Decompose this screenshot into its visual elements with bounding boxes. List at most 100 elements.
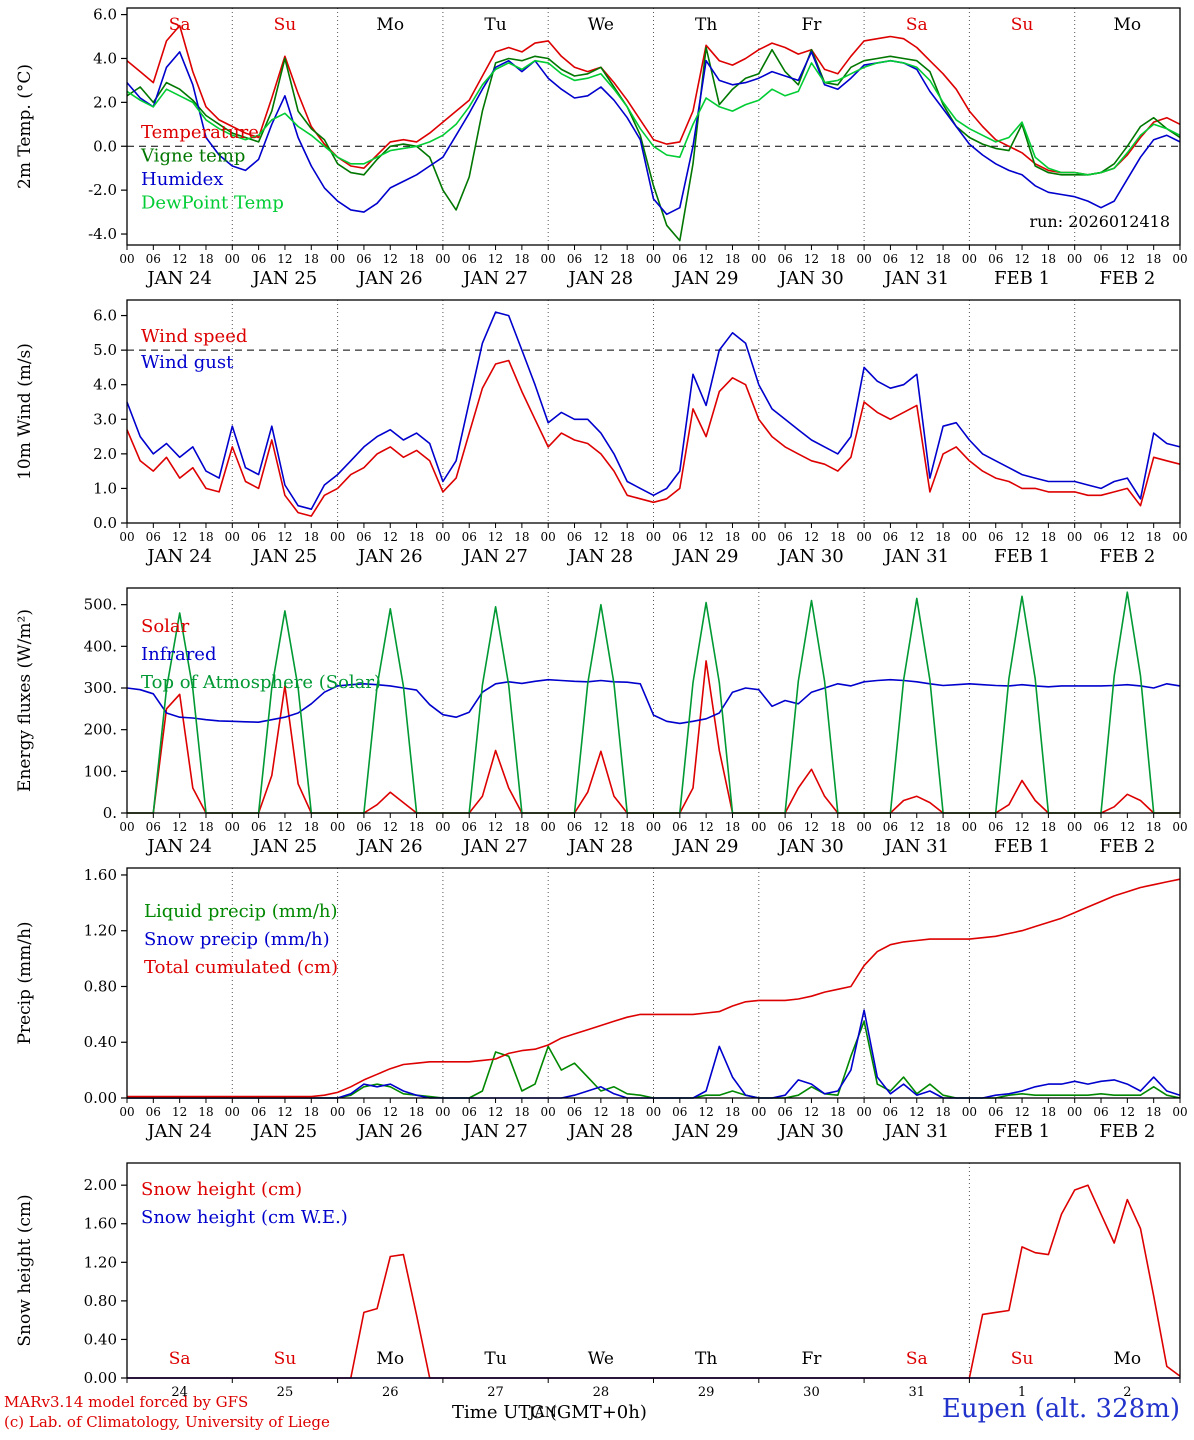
hour-label: 06	[777, 820, 792, 834]
run-label: run: 2026012418	[1029, 212, 1170, 231]
hour-label: 00	[225, 530, 240, 544]
day-label: FEB 1	[994, 546, 1050, 567]
hour-label: 18	[514, 252, 529, 266]
hour-label: 06	[777, 530, 792, 544]
hour-label: 18	[1146, 252, 1161, 266]
snow-height-ytick-label: 0.00	[84, 1369, 117, 1387]
energy-fluxes-ytick-label: 500.	[84, 596, 117, 614]
hour-label: 00	[962, 820, 977, 834]
hour-label: 18	[935, 252, 950, 266]
day-label: JAN 31	[882, 268, 949, 289]
hour-label: 18	[935, 1105, 950, 1119]
temperature-legend-0: Temperature	[141, 122, 259, 143]
hour-label: 06	[777, 252, 792, 266]
weekday-label: Mo	[1114, 1349, 1142, 1369]
hour-label: 06	[567, 1105, 582, 1119]
wind-plot-border	[126, 299, 1181, 524]
hour-label: 18	[725, 530, 740, 544]
hour-label: 00	[541, 252, 556, 266]
energy-fluxes-ytick-label: 200.	[84, 721, 117, 739]
hour-label: 18	[304, 820, 319, 834]
hour-label: 18	[1041, 820, 1056, 834]
precip-ytick-label: 0.00	[84, 1089, 117, 1107]
day-label: FEB 2	[1099, 1121, 1155, 1142]
day-number: 1	[1018, 1385, 1026, 1400]
day-label: JAN 28	[567, 836, 634, 857]
weekday-label: Sa	[169, 1349, 191, 1369]
day-label: JAN 26	[356, 836, 423, 857]
hour-label: 06	[567, 530, 582, 544]
hour-label: 18	[830, 1105, 845, 1119]
weekday-label: Th	[695, 15, 717, 35]
day-label: JAN 30	[777, 1121, 844, 1142]
hour-label: 12	[804, 252, 819, 266]
hour-label: 00	[751, 530, 766, 544]
temperature-series-0	[126, 24, 1181, 176]
hour-label: 12	[488, 1105, 503, 1119]
hour-label: 00	[119, 252, 134, 266]
hour-label: 12	[909, 252, 924, 266]
hour-label: 06	[672, 1105, 687, 1119]
day-label: JAN 31	[882, 546, 949, 567]
hour-label: 00	[1172, 530, 1187, 544]
day-number: 24	[171, 1385, 188, 1400]
hour-label: 18	[1146, 820, 1161, 834]
hour-label: 00	[1067, 530, 1082, 544]
hour-label: 06	[462, 820, 477, 834]
wind-series-0	[126, 359, 1181, 517]
wind-ytick-label: 4.0	[93, 376, 117, 394]
hour-label: 18	[514, 820, 529, 834]
precip-legend-1: Snow precip (mm/h)	[144, 929, 330, 950]
hour-label: 18	[725, 820, 740, 834]
energy-fluxes-ytick-label: 400.	[84, 637, 117, 655]
hour-label: 00	[962, 252, 977, 266]
day-label: JAN 27	[461, 1121, 528, 1142]
hour-label: 00	[225, 1105, 240, 1119]
hour-label: 18	[1146, 1105, 1161, 1119]
hour-label: 12	[593, 252, 608, 266]
hour-label: 18	[198, 252, 213, 266]
hour-label: 12	[1014, 1105, 1029, 1119]
day-label: FEB 1	[994, 268, 1050, 289]
precip-ytick-label: 0.80	[84, 977, 117, 995]
snow-height-ytick-label: 1.20	[84, 1253, 117, 1271]
hour-label: 06	[251, 530, 266, 544]
temperature-ytick-label: -2.0	[88, 181, 117, 199]
hour-label: 12	[699, 530, 714, 544]
hour-label: 18	[830, 530, 845, 544]
hour-label: 00	[751, 820, 766, 834]
hour-label: 18	[198, 820, 213, 834]
day-label: JAN 31	[882, 1121, 949, 1142]
hour-label: 12	[804, 530, 819, 544]
month-label: JAN	[529, 1405, 557, 1421]
hour-label: 18	[198, 530, 213, 544]
day-number: 26	[382, 1385, 399, 1400]
hour-label: 00	[1172, 820, 1187, 834]
day-label: JAN 24	[145, 546, 212, 567]
hour-label: 00	[225, 252, 240, 266]
hour-label: 12	[277, 1105, 292, 1119]
hour-label: 00	[646, 820, 661, 834]
hour-label: 00	[856, 530, 871, 544]
hour-label: 00	[646, 530, 661, 544]
hour-label: 06	[356, 1105, 371, 1119]
hour-label: 18	[620, 252, 635, 266]
hour-label: 00	[751, 1105, 766, 1119]
hour-label: 00	[435, 530, 450, 544]
hour-label: 06	[356, 252, 371, 266]
day-label: JAN 25	[251, 546, 318, 567]
precip-legend-0: Liquid precip (mm/h)	[144, 901, 338, 922]
hour-label: 00	[1067, 1105, 1082, 1119]
wind-ytick-label: 3.0	[93, 410, 117, 428]
hour-label: 18	[725, 1105, 740, 1119]
day-label: JAN 29	[672, 546, 739, 567]
hour-label: 06	[883, 1105, 898, 1119]
hour-label: 06	[1093, 820, 1108, 834]
day-label: JAN 28	[567, 1121, 634, 1142]
day-label: JAN 30	[777, 836, 844, 857]
energy-fluxes-legend-1: Infrared	[141, 644, 216, 665]
hour-label: 18	[409, 1105, 424, 1119]
day-label: JAN 25	[251, 836, 318, 857]
hour-label: 00	[1172, 1105, 1187, 1119]
day-number: 27	[487, 1385, 504, 1400]
